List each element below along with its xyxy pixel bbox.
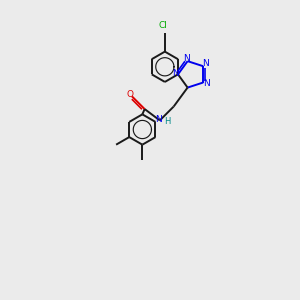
Text: N: N xyxy=(172,69,179,78)
Text: N: N xyxy=(203,79,209,88)
Text: O: O xyxy=(126,89,133,98)
Text: Cl: Cl xyxy=(159,21,168,30)
Text: N: N xyxy=(202,59,209,68)
Text: N: N xyxy=(155,115,162,124)
Text: H: H xyxy=(164,116,170,125)
Text: N: N xyxy=(183,54,190,63)
